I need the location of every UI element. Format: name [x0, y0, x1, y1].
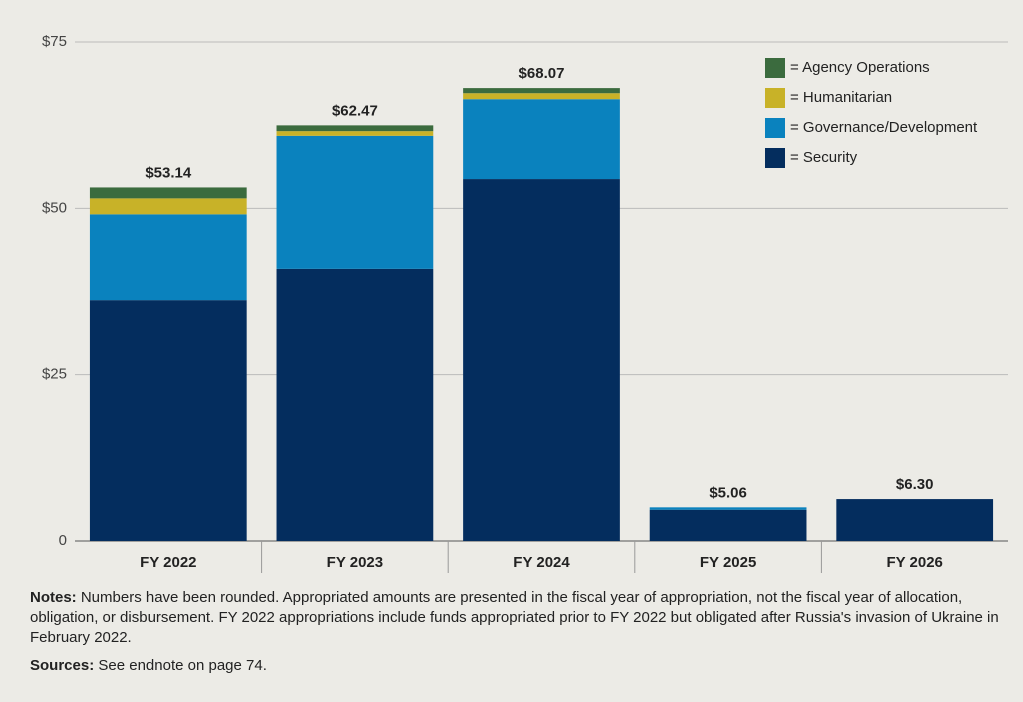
- bar-segment: [89, 198, 247, 215]
- sources-label: Sources:: [30, 657, 95, 674]
- legend-swatch: [765, 88, 785, 108]
- legend-label: = Governance/Development: [790, 119, 978, 136]
- bar-segment: [89, 300, 247, 541]
- bar-segment: [649, 509, 807, 541]
- x-tick-label: FY 2025: [700, 554, 756, 571]
- notes-label: Notes:: [30, 589, 77, 606]
- bar-segment: [276, 125, 434, 132]
- x-tick-label: FY 2024: [513, 554, 570, 571]
- legend-swatch: [765, 58, 785, 78]
- legend-swatch: [765, 148, 785, 168]
- bar-segment: [276, 131, 434, 136]
- total-label: $68.07: [519, 65, 565, 82]
- notes-block: Notes: Numbers have been rounded. Approp…: [30, 588, 1010, 684]
- total-label: $6.30: [896, 476, 934, 493]
- bar-segment: [463, 99, 620, 180]
- x-tick-label: FY 2026: [886, 554, 942, 571]
- bar-segment: [89, 187, 247, 199]
- bar-segment: [463, 179, 620, 542]
- total-label: $53.14: [145, 164, 192, 181]
- sources-text: See endnote on page 74.: [98, 657, 267, 674]
- notes: Notes: Numbers have been rounded. Approp…: [30, 588, 1010, 648]
- sources: Sources: See endnote on page 74.: [30, 656, 1010, 676]
- bar-segment: [463, 88, 620, 94]
- x-tick-label: FY 2023: [327, 554, 383, 571]
- bar-segment: [276, 268, 434, 541]
- legend-swatch: [765, 118, 785, 138]
- bar-segment: [276, 135, 434, 269]
- bar-segment: [836, 499, 994, 541]
- legend-label: = Security: [790, 149, 858, 166]
- bar-segment: [463, 93, 620, 100]
- total-label: $5.06: [709, 484, 747, 501]
- x-tick-label: FY 2022: [140, 554, 196, 571]
- y-tick-label: 0: [59, 532, 67, 549]
- legend-label: = Humanitarian: [790, 89, 892, 106]
- legend-label: = Agency Operations: [790, 59, 930, 76]
- y-tick-label: $50: [42, 199, 67, 216]
- y-tick-label: $25: [42, 366, 67, 383]
- y-tick-label: $75: [42, 33, 67, 50]
- bar-segment: [89, 214, 247, 301]
- bar-segment: [649, 507, 807, 510]
- total-label: $62.47: [332, 102, 378, 119]
- chart: 0 $25 $50 $75 FY 2022 $53.14 FY 2023 $62.47 FY 2…: [42, 33, 1008, 573]
- notes-text: Numbers have been rounded. Appropriated …: [30, 589, 999, 646]
